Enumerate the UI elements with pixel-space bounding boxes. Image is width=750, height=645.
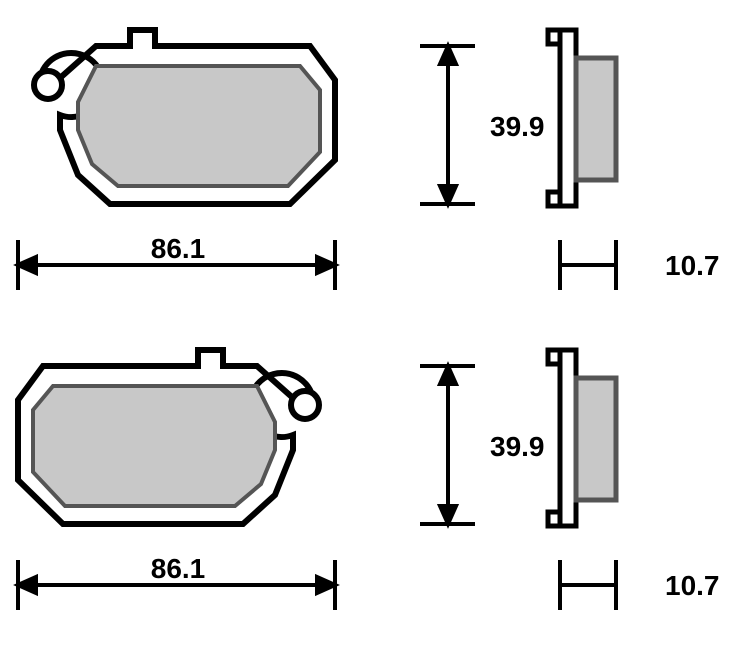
- dim-bottom-height: [420, 366, 475, 524]
- label-top-width: 86.1: [151, 233, 206, 264]
- pad-bottom-front-view: [18, 350, 319, 524]
- label-top-height: 39.9: [490, 111, 545, 142]
- dim-top-height: [420, 46, 475, 204]
- pad-top-side-view: [548, 30, 616, 206]
- dim-top-thickness: [560, 240, 616, 290]
- pad-top-front-view: [34, 30, 335, 204]
- dim-bottom-thickness: [560, 560, 616, 610]
- brake-pad-diagram: 86.1 86.1 39.9 10.7: [0, 0, 750, 645]
- label-bottom-width: 86.1: [151, 553, 206, 584]
- label-bottom-thickness: 10.7: [665, 570, 720, 601]
- label-top-thickness: 10.7: [665, 250, 720, 281]
- label-bottom-height: 39.9: [490, 431, 545, 462]
- pad-bottom-side-view: [548, 350, 616, 526]
